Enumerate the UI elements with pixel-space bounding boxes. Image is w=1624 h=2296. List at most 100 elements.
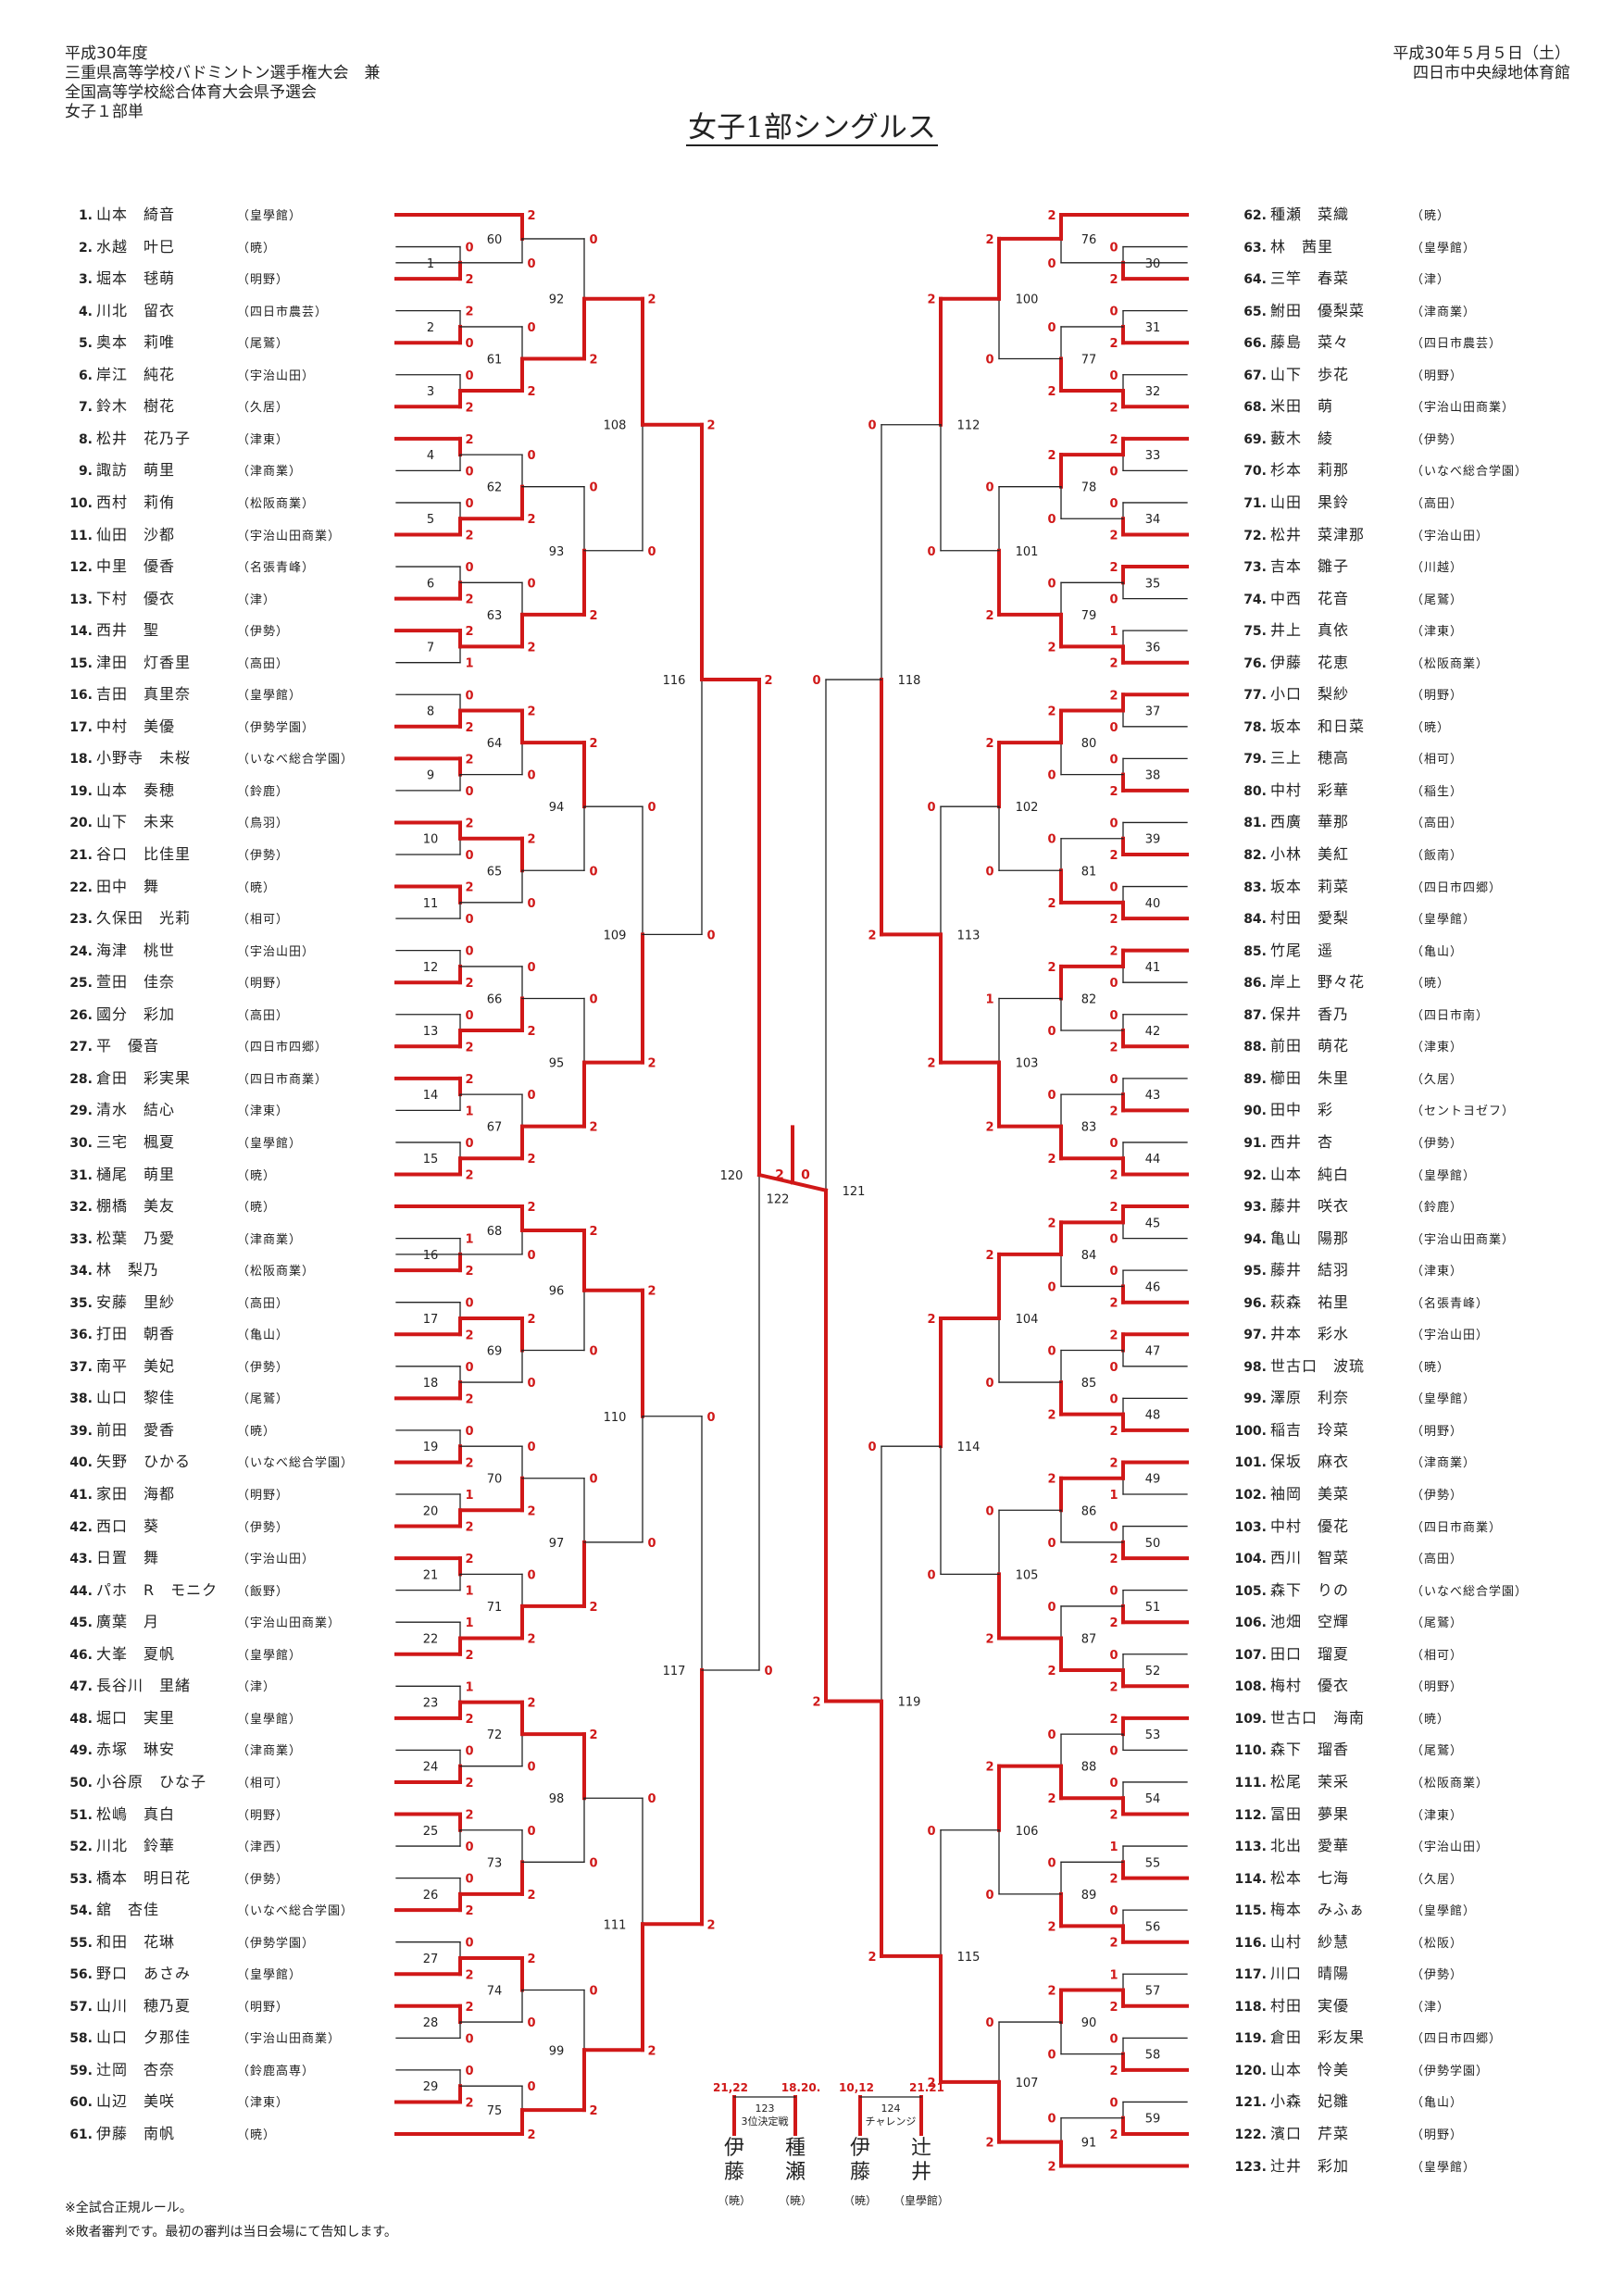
seed-number: 63. — [1243, 240, 1267, 256]
score: 2 — [1109, 433, 1118, 447]
player-entry: 14. 西井 聖 （伊勢） — [46, 621, 376, 640]
player-entry: 81. 西廣 華那 （高田） — [1220, 813, 1550, 831]
player-name: 舘 杏佳 — [96, 1901, 160, 1919]
score: 2 — [764, 674, 772, 688]
player-name: 中村 美優 — [96, 717, 176, 735]
match-number: 11 — [423, 897, 439, 911]
score: 0 — [465, 1361, 473, 1375]
player-entry: 34. 林 梨乃 （松阪商業） — [46, 1261, 376, 1279]
school-name: （名張青峰） — [1411, 1296, 1490, 1311]
player-name: 藪木 綾 — [1270, 429, 1334, 447]
seed-number: 74. — [1243, 592, 1267, 607]
player-entry: 2. 水越 叶巳 （暁） — [46, 238, 376, 256]
score: 2 — [465, 1649, 473, 1663]
playoff-label: チャレンジ — [866, 2115, 917, 2128]
seed-number: 75. — [1243, 624, 1267, 640]
player-name: 田中 舞 — [96, 877, 160, 895]
player-name: 水越 叶巳 — [96, 237, 176, 256]
school-name: （いなべ総合学園） — [1411, 1584, 1529, 1599]
school-label: いなべ総合学園 — [1424, 465, 1516, 480]
match-number: 61 — [487, 353, 503, 367]
school-label: 亀山 — [1424, 944, 1451, 959]
score: 0 — [465, 1841, 473, 1854]
player-name: 池畑 空輝 — [1270, 1613, 1350, 1631]
score: 0 — [985, 1377, 993, 1391]
seed-number: 106. — [1234, 1616, 1267, 1631]
school-label: 四日市商業 — [1424, 1520, 1490, 1535]
school-label: 津 — [250, 593, 264, 607]
player-name: 山本 奏穂 — [96, 780, 176, 799]
player-name: パホ R モニク — [96, 1580, 219, 1599]
player-entry: 75. 井上 真依 （津東） — [1220, 621, 1550, 640]
score: 1 — [1109, 1489, 1118, 1503]
school-name: （皇學館） — [1411, 1168, 1477, 1183]
player-entry: 3. 堀本 毬萌 （明野） — [46, 269, 376, 288]
score: 0 — [589, 481, 597, 495]
score: 0 — [527, 1377, 535, 1391]
score: 1 — [465, 1104, 473, 1118]
score: 2 — [589, 1121, 597, 1135]
seed-number: 19. — [69, 783, 93, 799]
match-number: 33 — [1145, 449, 1161, 463]
player-entry: 117. 川口 晴陽 （伊勢） — [1220, 1965, 1550, 1983]
school-label: 川越 — [1424, 561, 1451, 576]
score: 2 — [1109, 785, 1118, 799]
school-label: 伊勢 — [1424, 1968, 1451, 1983]
school-label: 皇學館 — [1424, 1392, 1464, 1407]
player-name: 岸上 野々花 — [1270, 973, 1366, 992]
seed-number: 2. — [78, 240, 93, 256]
player-name: 松葉 乃愛 — [96, 1229, 176, 1247]
seed-number: 33. — [69, 1231, 93, 1247]
player-name: 川北 留衣 — [96, 301, 176, 319]
player-entry: 43. 日置 舞 （宇治山田） — [46, 1549, 376, 1567]
player-name: 稲吉 玲菜 — [1270, 1420, 1350, 1439]
player-name: 山辺 美咲 — [96, 2092, 176, 2111]
seed-number: 26. — [69, 1007, 93, 1023]
player-entry: 76. 伊藤 花恵 （松阪商業） — [1220, 654, 1550, 672]
score: 2 — [465, 1041, 473, 1054]
match-number: 40 — [1145, 897, 1161, 911]
score: 0 — [527, 1761, 535, 1775]
player-entry: 88. 前田 萌花 （津東） — [1220, 1037, 1550, 1055]
score: 2 — [1109, 1425, 1118, 1439]
player-entry: 67. 山下 歩花 （明野） — [1220, 366, 1550, 384]
seed-number: 86. — [1243, 976, 1267, 992]
playoff-player-char: 井 — [911, 2161, 931, 2184]
school-name: （久居） — [1411, 1072, 1464, 1087]
player-name: 廣葉 月 — [96, 1613, 160, 1631]
score: 0 — [1109, 1073, 1118, 1087]
school-label: 飯南 — [1424, 849, 1451, 863]
score: 2 — [1109, 1104, 1118, 1118]
player-entry: 90. 田中 彩 （セントヨゼフ） — [1220, 1101, 1550, 1119]
player-entry: 86. 岸上 野々花 （暁） — [1220, 973, 1550, 992]
score: 2 — [589, 1601, 597, 1615]
score: 2 — [465, 1456, 473, 1470]
seed-number: 18. — [69, 752, 93, 767]
player-entry: 45. 廣葉 月 （宇治山田商業） — [46, 1613, 376, 1631]
score: 2 — [1047, 705, 1056, 719]
score: 0 — [1109, 1009, 1118, 1023]
score: 0 — [465, 1297, 473, 1311]
score: 2 — [1109, 2001, 1118, 2015]
player-name: 西井 杏 — [1270, 1132, 1334, 1151]
school-name: （宇治山田商業） — [1411, 401, 1516, 416]
match-number: 108 — [604, 419, 627, 433]
score: 2 — [465, 721, 473, 735]
player-name: 奥本 莉唯 — [96, 333, 176, 352]
player-entry: 39. 前田 愛香 （暁） — [46, 1421, 376, 1440]
seed-number: 104. — [1234, 1552, 1267, 1567]
school-label: 稲生 — [1424, 784, 1451, 799]
match-number: 4 — [427, 449, 434, 463]
player-name: 濱口 芹菜 — [1270, 2125, 1350, 2142]
score: 0 — [589, 1985, 597, 1999]
match-number: 117 — [663, 1665, 686, 1678]
score: 2 — [1109, 1297, 1118, 1311]
player-name: 森下 りの — [1270, 1580, 1350, 1599]
player-name: 前田 愛香 — [96, 1420, 176, 1439]
player-name: 赤塚 琳安 — [96, 1741, 176, 1759]
seed-number: 108. — [1234, 1679, 1267, 1695]
player-name: 日置 舞 — [96, 1549, 160, 1567]
event-venue: 四日市中央緑地体育館 — [1413, 64, 1570, 82]
player-name: 諏訪 萌里 — [96, 461, 176, 480]
score: 0 — [465, 1137, 473, 1151]
